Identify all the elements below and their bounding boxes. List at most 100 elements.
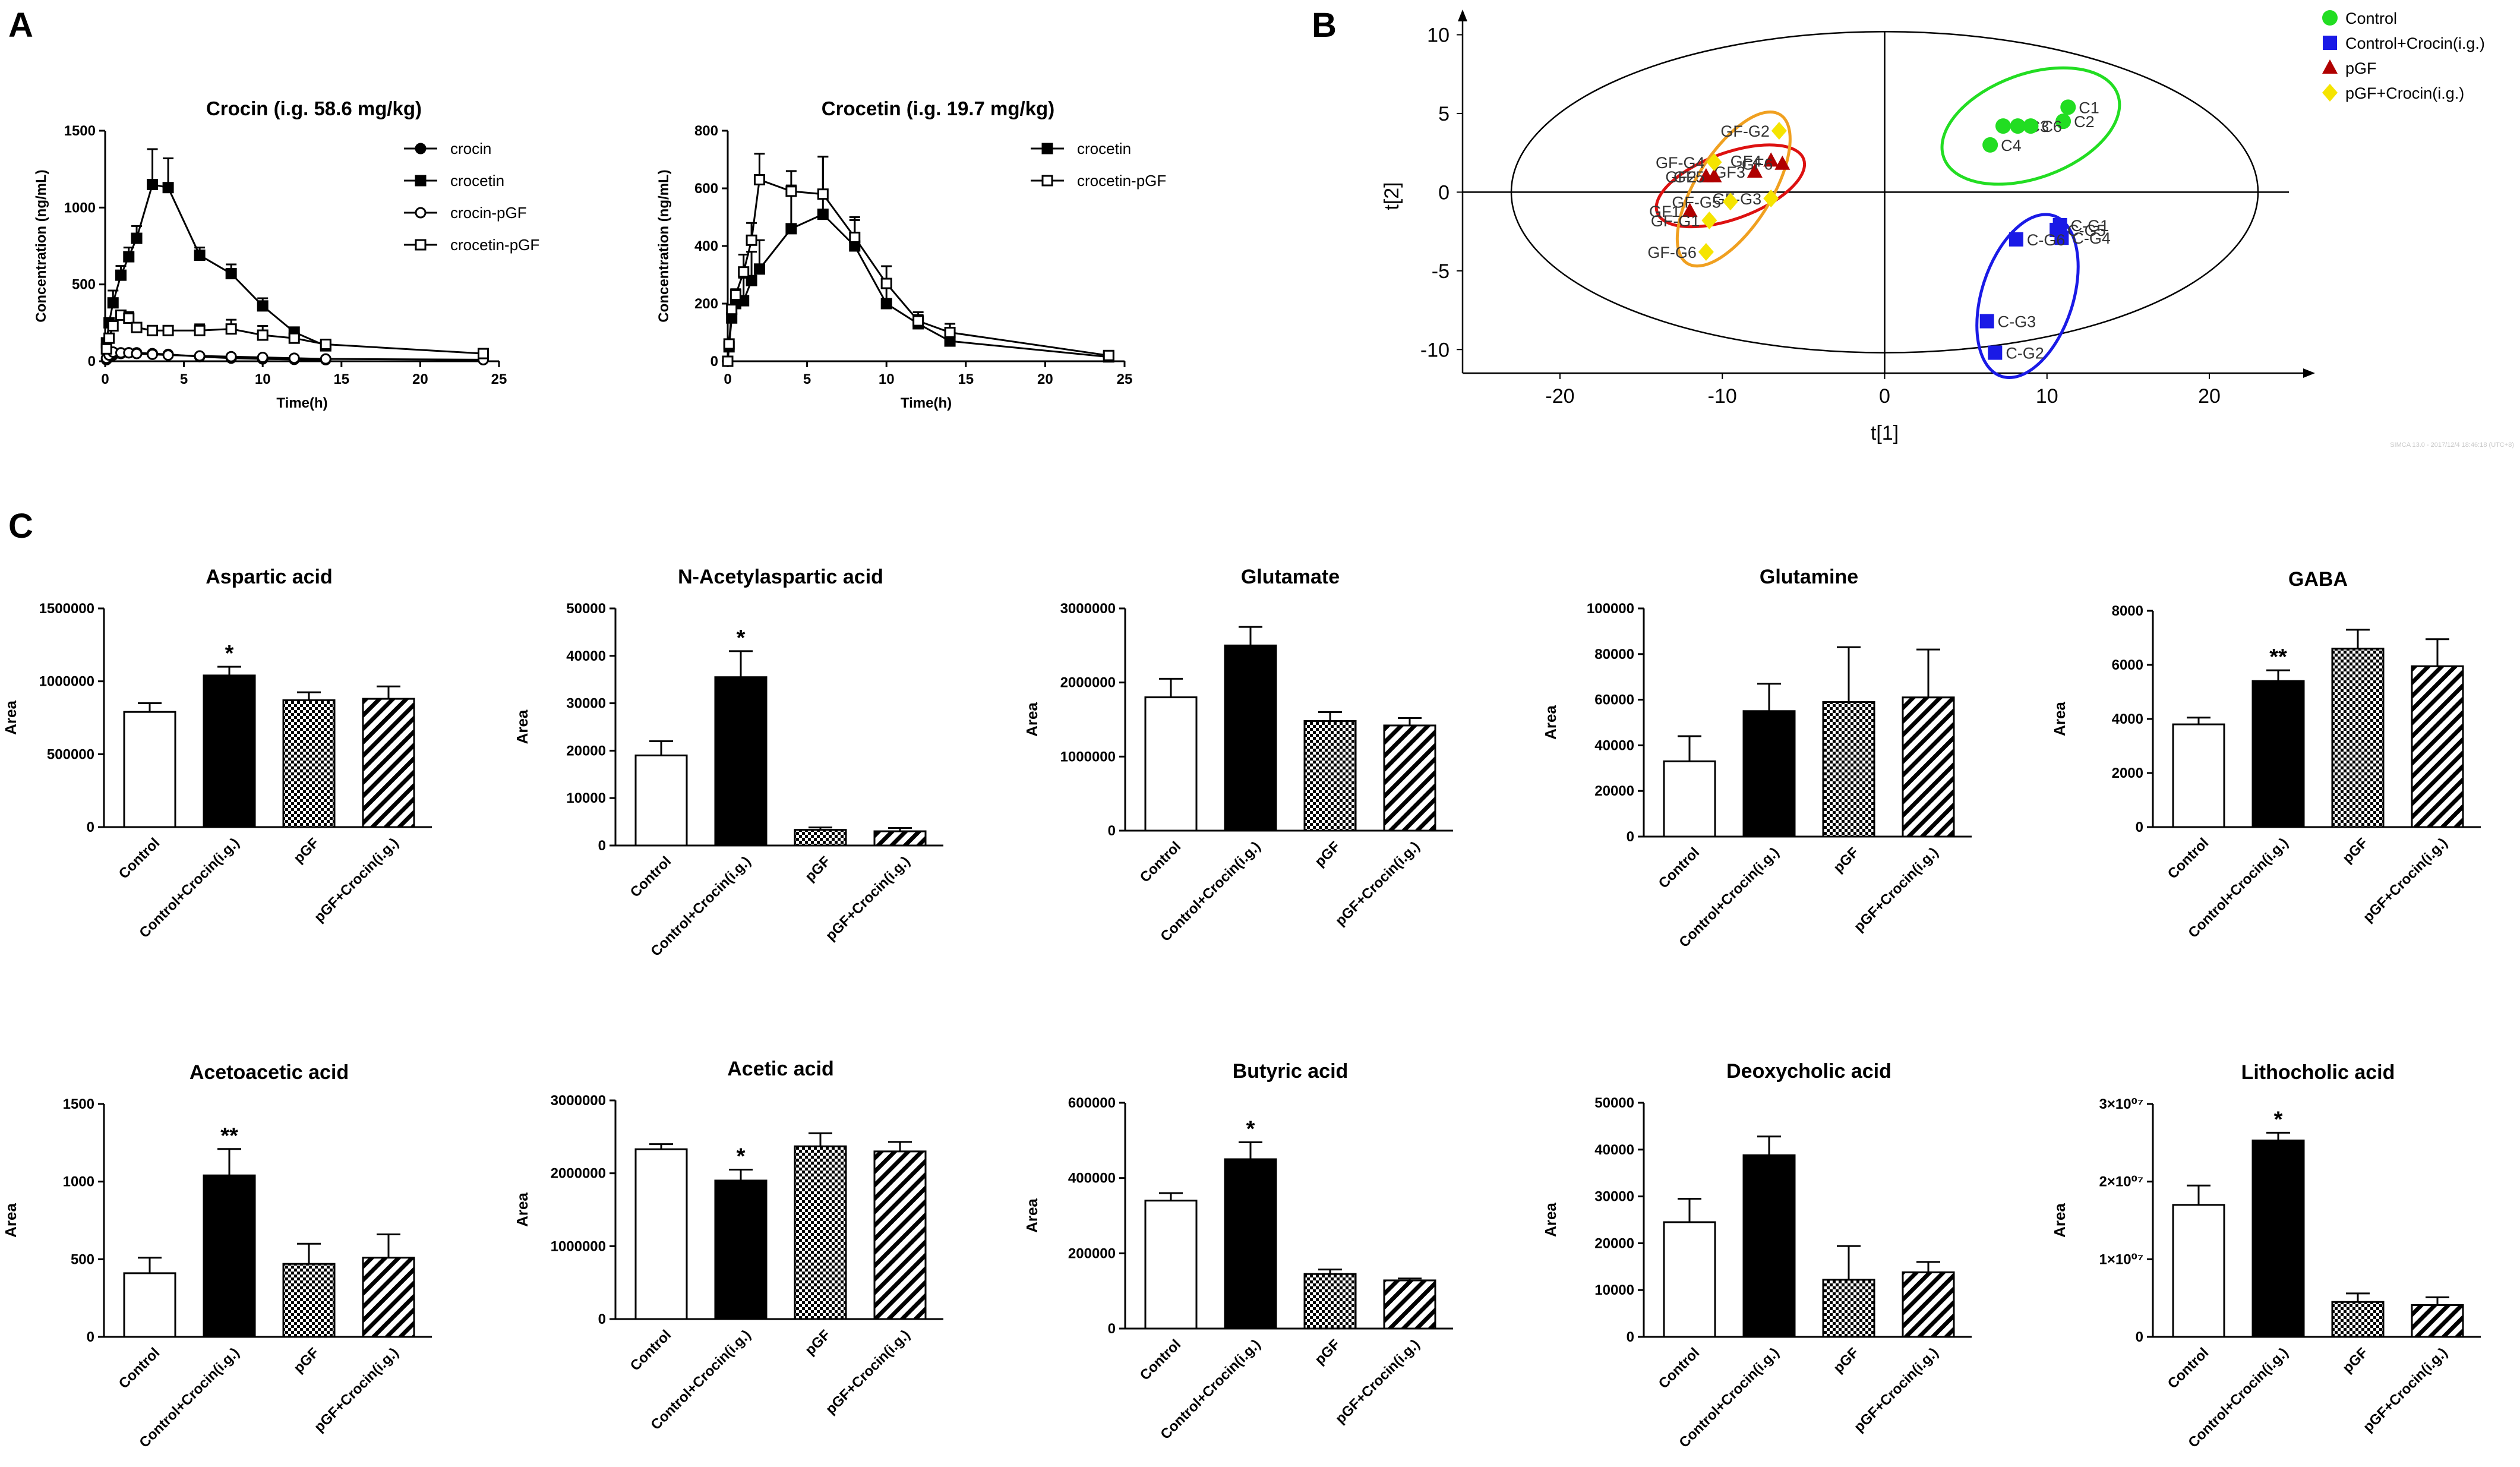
significance-marker: * xyxy=(2274,1107,2283,1132)
y-tick-label: 40000 xyxy=(1594,1142,1634,1158)
category-label: pGF+Crocin(i.g.) xyxy=(823,1327,914,1418)
series-line xyxy=(727,213,1109,362)
data-point xyxy=(320,353,331,365)
series-crocin-pGF xyxy=(100,346,489,365)
category-label: Control xyxy=(627,1327,674,1374)
point-label: C-G5 xyxy=(2067,222,2106,239)
y-tick-label: 1000000 xyxy=(39,674,94,690)
bar xyxy=(123,1272,176,1338)
series-crocetin-pGF xyxy=(722,153,1114,367)
bar xyxy=(1224,1158,1277,1330)
y-tick-label: 0 xyxy=(2136,1329,2143,1345)
chart-title: N-Acetylaspartic acid xyxy=(678,566,883,588)
simca-note: SIMCA 13.0 - 2017/12/4 18:46:18 (UTC+8) xyxy=(2390,441,2514,449)
significance-marker: * xyxy=(737,626,746,651)
bar xyxy=(2331,648,2385,828)
bar xyxy=(1902,696,1955,838)
x-axis-label: Time(h) xyxy=(276,395,327,411)
data-point xyxy=(817,209,829,220)
y-tick-label: 10000 xyxy=(1594,1282,1634,1298)
bar xyxy=(1742,1154,1796,1338)
data-point xyxy=(194,350,206,362)
y-tick-label: 20000 xyxy=(566,743,606,759)
point-label: GF4 xyxy=(1730,152,1762,170)
category-label: pGF xyxy=(290,835,322,866)
x-tick-label: 0 xyxy=(724,371,731,387)
y-tick-label: 0 xyxy=(1627,1329,1634,1345)
x-axis-arrow xyxy=(2303,368,2315,378)
data-point xyxy=(320,339,331,351)
x-tick-label: -20 xyxy=(1545,385,1574,408)
bar xyxy=(1383,1279,1436,1330)
category-label: pGF+Crocin(i.g.) xyxy=(311,1345,402,1436)
bar xyxy=(362,698,415,828)
data-point xyxy=(103,332,115,344)
category-label: pGF xyxy=(2339,1345,2371,1376)
legend-marker xyxy=(415,207,427,219)
legend-marker xyxy=(2322,59,2338,74)
legend-label: crocin-pGF xyxy=(450,204,527,222)
legend-label: crocetin-pGF xyxy=(450,236,539,254)
category-label: Control xyxy=(2165,835,2212,882)
y-axis-label: t[2] xyxy=(1381,182,1403,210)
y-tick-label: -10 xyxy=(1420,339,1450,361)
chart-title: GABA xyxy=(2288,568,2348,591)
data-point xyxy=(944,327,956,338)
bar xyxy=(1303,1273,1357,1330)
data-point xyxy=(100,343,112,355)
hotelling-ellipse xyxy=(1510,30,2259,354)
bar-charts: Aspartic acid050000010000001500000AreaCo… xyxy=(2,566,2481,1451)
legend-marker xyxy=(415,175,427,187)
chart-title: Acetoacetic acid xyxy=(190,1061,349,1084)
point-label: GF-G4 xyxy=(1656,154,1705,172)
legend-marker xyxy=(2322,84,2338,102)
data-point xyxy=(722,355,734,367)
bar xyxy=(714,676,768,847)
legend-label: pGF+Crocin(i.g.) xyxy=(2345,84,2464,102)
data-point xyxy=(225,268,237,280)
category-label: Control xyxy=(116,1345,163,1392)
x-tick-label: -10 xyxy=(1708,385,1737,408)
bar xyxy=(1902,1271,1955,1338)
data-point xyxy=(123,313,135,324)
point-label: GF6 xyxy=(1742,156,1773,173)
y-tick-label: 2×10⁰⁷ xyxy=(2099,1174,2143,1190)
y-tick-label: 100000 xyxy=(1587,601,1634,617)
category-label: pGF xyxy=(1312,838,1343,870)
category-label: pGF+Crocin(i.g.) xyxy=(1851,1345,1942,1436)
data-point xyxy=(1103,349,1114,361)
bar xyxy=(1663,1221,1716,1338)
y-tick-label: 0 xyxy=(88,354,96,370)
y-tick-label: 10 xyxy=(1427,24,1450,46)
data-point xyxy=(194,250,206,261)
category-label: pGF+Crocin(i.g.) xyxy=(1332,838,1423,929)
category-label: pGF+Crocin(i.g.) xyxy=(311,835,402,926)
score-point xyxy=(2023,118,2039,134)
bar xyxy=(2172,723,2225,828)
point-label: GF5 xyxy=(1673,168,1705,186)
point-label: C2 xyxy=(2074,113,2095,131)
legend-marker xyxy=(415,143,427,154)
bar-chart-lithocholic: Lithocholic acid 0 1×10⁰⁷ 2×10⁰⁷ 3×10⁰⁷ Area C… xyxy=(2051,1061,2481,1451)
data-point xyxy=(849,231,861,243)
bar xyxy=(1663,760,1716,838)
data-point xyxy=(880,277,892,289)
y-tick-label: 2000000 xyxy=(1060,675,1116,691)
chart-title: Lithocholic acid xyxy=(2241,1061,2395,1084)
data-point xyxy=(753,263,765,275)
y-tick-label: 3000000 xyxy=(1060,601,1116,617)
data-point xyxy=(738,266,750,278)
score-point xyxy=(1722,193,1738,211)
bar xyxy=(794,829,847,847)
data-point xyxy=(288,332,300,344)
chart-title: Deoxycholic acid xyxy=(1726,1060,1891,1083)
score-point xyxy=(1979,314,1994,329)
data-point xyxy=(162,349,174,361)
x-tick-label: 25 xyxy=(1117,371,1133,387)
legend-label: Control xyxy=(2345,10,2397,27)
bar xyxy=(1224,644,1277,832)
data-point xyxy=(730,289,741,301)
y-axis-label: Area xyxy=(513,1192,531,1227)
score-point xyxy=(2009,232,2023,247)
